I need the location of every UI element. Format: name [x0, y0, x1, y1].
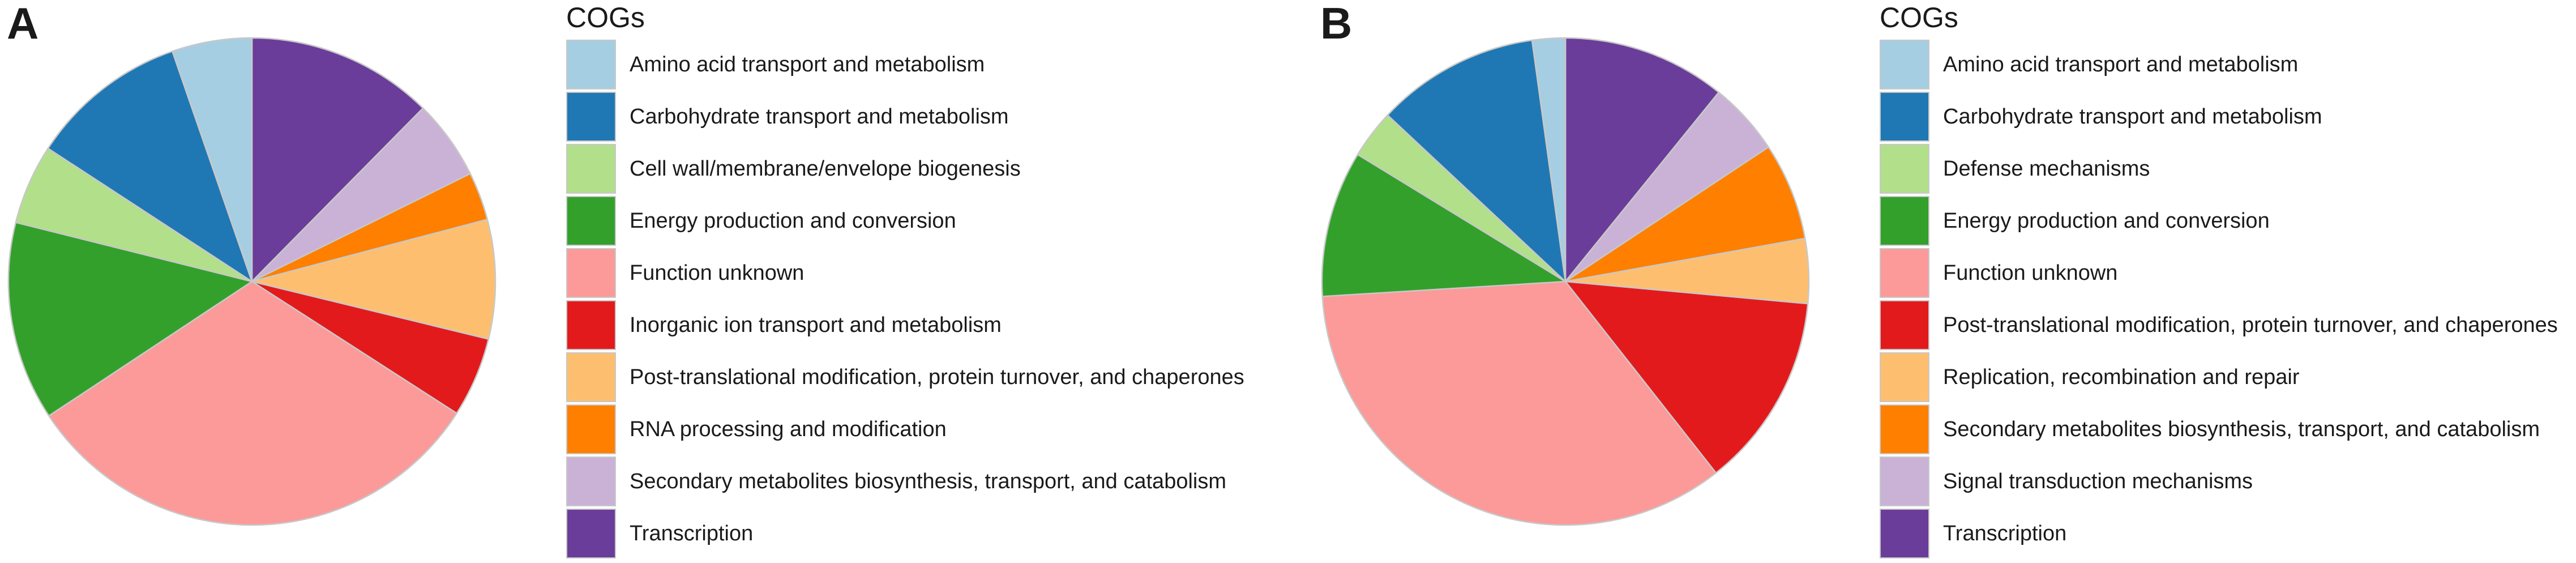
legend-swatch: [566, 300, 616, 350]
legend-item: Replication, recombination and repair: [1880, 351, 2299, 403]
legend-label: Inorganic ion transport and metabolism: [630, 313, 1002, 337]
legend-label: Secondary metabolites biosynthesis, tran…: [1943, 417, 2540, 441]
legend-swatch: [1880, 404, 1929, 454]
legend-item: Energy production and conversion: [566, 195, 956, 247]
legend-item: RNA processing and modification: [566, 403, 947, 455]
pie-slice-amino-acid-transport-and-metabolism: [172, 37, 253, 283]
pie-slice-cell-wall-membrane-envelope-biogenesis: [15, 147, 253, 283]
panel-label: A: [7, 0, 39, 48]
legend-item: Inorganic ion transport and metabolism: [566, 299, 1002, 351]
legend-item: Post-translational modification, protein…: [566, 351, 1244, 403]
pie-chart: [7, 37, 497, 526]
legend-item: Carbohydrate transport and metabolism: [1880, 91, 2322, 143]
legend-label: Carbohydrate transport and metabolism: [630, 104, 1009, 129]
legend-label: Function unknown: [630, 261, 805, 285]
pie-chart: [1321, 37, 1810, 526]
legend-swatch: [1880, 509, 1929, 558]
legend-label: Energy production and conversion: [630, 208, 956, 233]
legend-swatch: [566, 40, 616, 89]
legend-label: Transcription: [630, 521, 754, 545]
legend-item: Defense mechanisms: [1880, 143, 2150, 195]
legend-label: Signal transduction mechanisms: [1943, 469, 2253, 493]
pie-slice-function-unknown: [48, 280, 457, 526]
legend-swatch: [566, 196, 616, 246]
legend-label: Post-translational modification, protein…: [1943, 313, 2558, 337]
pie-slice-secondary-metabolites-biosynthesis-transport-and-catabolism: [1564, 146, 1806, 283]
legend-item: Secondary metabolites biosynthesis, tran…: [1880, 403, 2540, 455]
legend-swatch: [566, 509, 616, 558]
legend-item: Energy production and conversion: [1880, 195, 2270, 247]
legend-swatch: [566, 404, 616, 454]
pie-slice-transcription: [251, 37, 424, 283]
legend-title: COGs: [1880, 2, 1958, 33]
legend-item: Post-translational modification, protein…: [1880, 299, 2558, 351]
panel-label: B: [1320, 0, 1353, 48]
legend-swatch: [1880, 300, 1929, 350]
legend-swatch: [566, 92, 616, 142]
pie-slice-post-translational-modification-protein-turnover-and-chaperones: [1564, 280, 1809, 474]
legend-swatch: [1880, 248, 1929, 298]
legend-title: COGs: [566, 2, 645, 33]
legend-label: Secondary metabolites biosynthesis, tran…: [630, 469, 1226, 493]
panel-a: A COGs Amino acid transport and metaboli…: [7, 0, 1244, 560]
pie-slice-function-unknown: [1321, 280, 1717, 526]
legend-label: Energy production and conversion: [1943, 208, 2270, 233]
legend-item: Transcription: [566, 507, 753, 560]
legend-item: Secondary metabolites biosynthesis, tran…: [566, 455, 1226, 507]
legend-swatch: [566, 457, 616, 506]
legend-label: Amino acid transport and metabolism: [630, 52, 985, 76]
pie-slice-energy-production-and-conversion: [7, 221, 253, 417]
legend-label: Transcription: [1943, 521, 2067, 545]
legend-label: Function unknown: [1943, 261, 2118, 285]
legend-swatch: [1880, 40, 1929, 89]
legend-label: RNA processing and modification: [630, 417, 947, 441]
legend-item: Function unknown: [1880, 247, 2117, 299]
legend-item: Carbohydrate transport and metabolism: [566, 91, 1009, 143]
pie-slice-amino-acid-transport-and-metabolism: [1531, 37, 1567, 283]
legend-label: Cell wall/membrane/envelope biogenesis: [630, 156, 1021, 181]
legend-item: Transcription: [1880, 507, 2066, 560]
panel-b: B COGs Amino acid transport and metaboli…: [1313, 0, 2576, 563]
legend-label: Amino acid transport and metabolism: [1943, 52, 2299, 76]
pie-slice-secondary-metabolites-biosynthesis-transport-and-catabolism: [251, 107, 471, 283]
legend-swatch: [1880, 352, 1929, 402]
pie-slice-transcription: [1564, 37, 1720, 283]
legend-swatch: [1880, 92, 1929, 142]
legend-label: Defense mechanisms: [1943, 156, 2150, 181]
legend-swatch: [1880, 144, 1929, 194]
pie-slice-carbohydrate-transport-and-metabolism: [47, 50, 253, 283]
pie-slice-post-translational-modification-protein-turnover-and-chaperones: [251, 219, 497, 340]
legend-label: Carbohydrate transport and metabolism: [1943, 104, 2322, 129]
legend-swatch: [566, 144, 616, 194]
legend-item: Amino acid transport and metabolism: [1880, 39, 2298, 91]
legend-item: Function unknown: [566, 247, 804, 299]
legend-item: Cell wall/membrane/envelope biogenesis: [566, 143, 1021, 195]
pie-slice-carbohydrate-transport-and-metabolism: [1387, 39, 1567, 283]
pie-slice-inorganic-ion-transport-and-metabolism: [251, 280, 490, 414]
legend-swatch: [1880, 457, 1929, 506]
pie-slice-energy-production-and-conversion: [1321, 153, 1567, 297]
legend-swatch: [566, 248, 616, 298]
legend-swatch: [1880, 196, 1929, 246]
legend-item: Amino acid transport and metabolism: [566, 39, 985, 91]
legend-swatch: [566, 352, 616, 402]
legend-label: Post-translational modification, protein…: [630, 365, 1244, 389]
legend-item: Signal transduction mechanisms: [1880, 455, 2253, 507]
legend-label: Replication, recombination and repair: [1943, 365, 2300, 389]
